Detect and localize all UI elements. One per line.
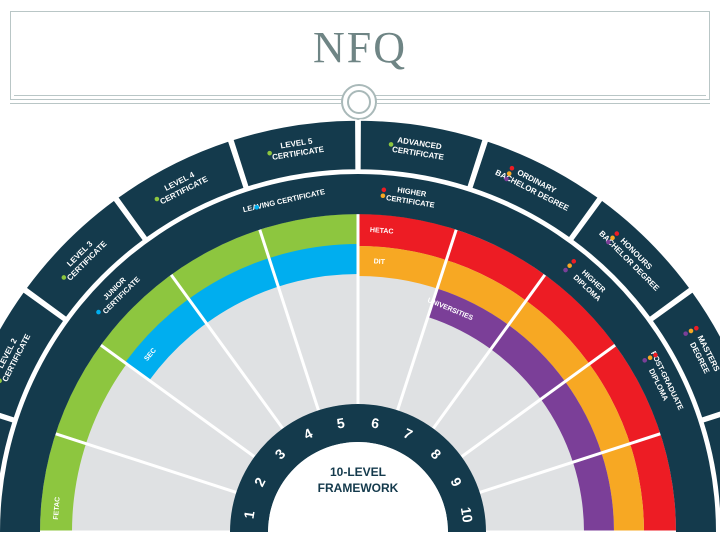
band-dit <box>358 246 644 532</box>
award-sector-level-1 <box>0 416 15 484</box>
band-label-fetac: FETAC <box>53 497 62 520</box>
level-divider <box>23 288 256 458</box>
award-sector-level-2 <box>0 290 66 420</box>
band-hetac <box>358 214 676 532</box>
band-label-dit: DIT <box>373 258 386 266</box>
framework-label-line1: 10-LEVEL <box>330 465 386 479</box>
title-rule-left <box>10 99 341 104</box>
award-label-level-9-dot <box>683 331 688 336</box>
award-sector-level-4 <box>116 139 246 240</box>
award-label-level-8-dot <box>606 239 611 245</box>
inner-award-label-5-dot <box>642 358 648 363</box>
award-sector-level-6 <box>359 119 485 189</box>
level-divider <box>0 414 237 494</box>
award-sector-level-5 <box>231 119 357 189</box>
award-sector-level-8 <box>571 198 692 319</box>
award-label-level-6-dot <box>388 142 394 147</box>
inner-award-label-2-dot <box>254 204 260 210</box>
band-label-hetac: HETAC <box>370 227 394 236</box>
award-ring-outer <box>0 119 720 531</box>
award-ring-inner <box>0 174 716 532</box>
level-number-6: 6 <box>370 415 380 432</box>
inner-award-label-5-dot <box>647 355 653 361</box>
hub-ring <box>230 404 486 532</box>
inner-award-ring <box>0 174 716 532</box>
band-sec <box>125 244 358 381</box>
title-ring-ornament <box>341 84 377 120</box>
inner-award-label-4-dot <box>567 263 572 269</box>
inner-award-label-1-dot <box>96 309 101 315</box>
hub-core <box>268 442 448 532</box>
level-divider <box>229 139 320 411</box>
level-divider <box>396 139 487 411</box>
title-rule-right <box>377 99 710 104</box>
award-sector-level-3 <box>24 198 145 319</box>
level-number-10: 10 <box>458 506 476 524</box>
level-number-1: 1 <box>241 509 258 519</box>
award-label-level-5-dot <box>267 150 272 156</box>
award-label-level-4-dot <box>154 196 160 202</box>
award-sector-level-7 <box>470 139 600 240</box>
awarding-body-bands <box>40 214 676 532</box>
award-sector-level-9 <box>650 290 720 420</box>
award-label-level-9-dot <box>694 325 699 331</box>
inner-award-label-3-dot <box>381 187 387 193</box>
level-dividers <box>0 120 720 534</box>
level-divider <box>479 412 720 494</box>
level-divider <box>432 197 602 430</box>
award-label-level-7-dot <box>506 171 512 176</box>
award-sector-level-10 <box>701 415 720 531</box>
inner-award-label-3-dot <box>380 193 386 199</box>
award-label-level-7-dot <box>509 165 515 171</box>
slide-title: NFQ <box>312 23 408 72</box>
award-label-level-3-dot <box>61 275 67 280</box>
level-divider <box>460 288 693 458</box>
award-label-level-2-dot <box>0 378 2 384</box>
level-number-5: 5 <box>336 415 346 432</box>
level-divider <box>114 197 284 430</box>
award-label-level-7-dot <box>504 176 509 182</box>
inner-award-label-4-dot <box>571 259 577 264</box>
inner-award-label-5-dot <box>653 352 658 358</box>
inner-award-label-4-dot <box>563 267 568 273</box>
award-label-level-9-dot <box>688 328 694 334</box>
band-universities <box>427 288 614 532</box>
award-label-level-8-dot <box>610 235 615 241</box>
framework-label-line2: FRAMEWORK <box>318 481 399 495</box>
award-label-level-8-dot <box>614 231 620 236</box>
